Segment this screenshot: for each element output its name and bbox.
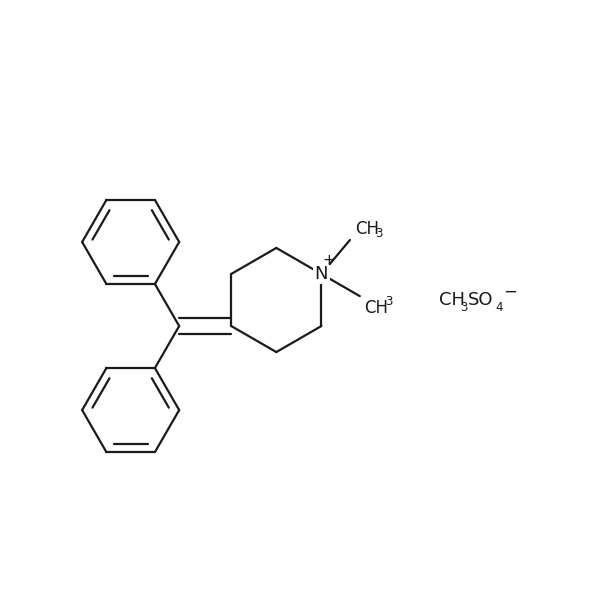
Text: 3: 3	[460, 301, 468, 314]
Text: CH: CH	[365, 299, 389, 317]
Text: CH: CH	[439, 291, 465, 309]
Text: 4: 4	[496, 301, 503, 314]
Text: 3: 3	[385, 295, 392, 308]
Text: CH: CH	[355, 220, 379, 238]
Text: 3: 3	[375, 227, 382, 240]
Text: SO: SO	[467, 291, 493, 309]
Text: −: −	[503, 282, 517, 300]
Text: +: +	[323, 253, 335, 268]
Text: N: N	[314, 265, 328, 283]
